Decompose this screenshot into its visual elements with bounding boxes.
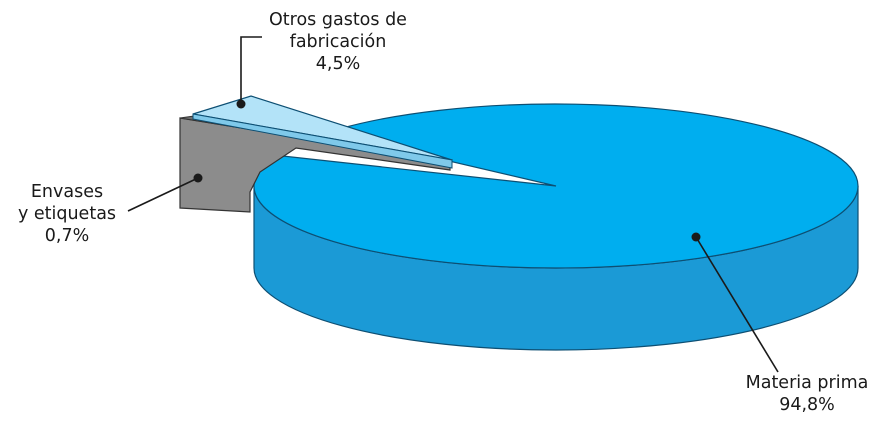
slice-label-envases-line2: y etiquetas [17, 204, 117, 224]
leader-materia-prima [695, 236, 779, 373]
slice-label-otros-gastos-line2: fabricación [289, 32, 387, 52]
slice-label-envases-line1: Envases [30, 182, 104, 202]
slice-otros-gastos-side [192, 113, 453, 169]
slice-value-otros-gastos: 4,5% [315, 54, 361, 74]
slice-value-envases: 0,7% [44, 226, 90, 246]
pie-slices [179, 95, 859, 351]
slice-label-envases: Envases y etiquetas 0,7% [6, 181, 128, 247]
slice-label-materia-prima-line1: Materia prima [745, 373, 869, 393]
leader-lines [127, 36, 779, 373]
leader-envases-dot [193, 173, 203, 183]
leader-otros-gastos-dot [236, 99, 246, 109]
slice-label-otros-gastos: Otros gastos de fabricación 4,5% [258, 9, 418, 75]
slice-label-otros-gastos-line1: Otros gastos de [269, 10, 407, 30]
leader-envases [127, 177, 199, 212]
leader-otros-gastos [240, 36, 262, 104]
leader-materia-prima-dot [691, 232, 701, 242]
slice-label-materia-prima: Materia prima 94,8% [733, 372, 881, 416]
slice-value-materia-prima: 94,8% [779, 395, 835, 415]
